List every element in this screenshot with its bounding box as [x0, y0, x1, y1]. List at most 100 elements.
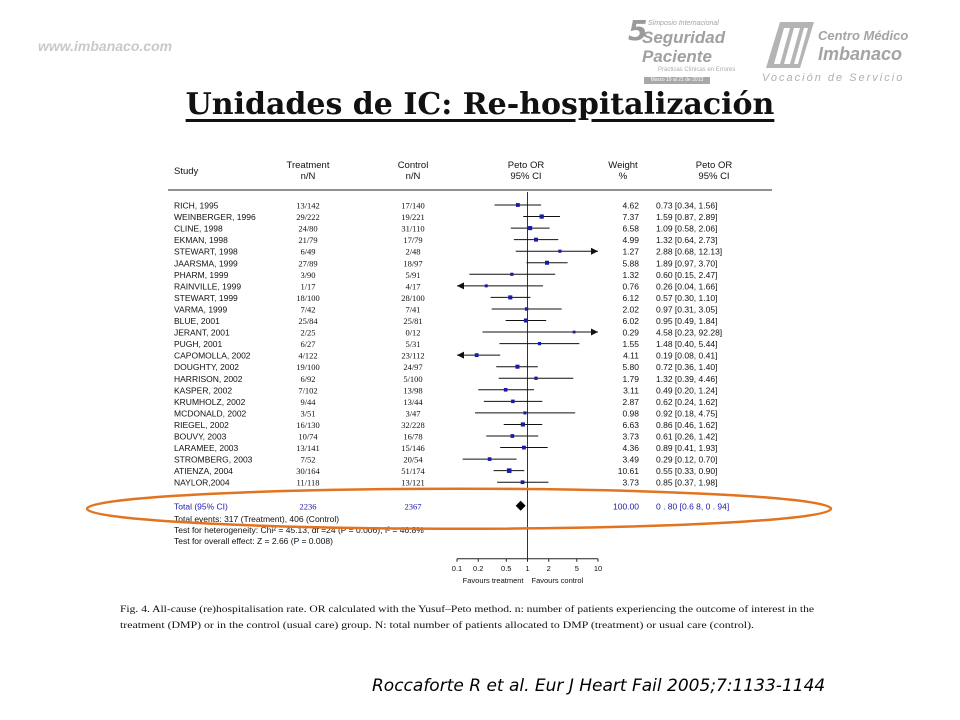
symposium-logo-icon: 5 Simposio Internacional Seguridad Pacie… — [628, 14, 736, 90]
total-diamond — [515, 500, 526, 511]
study-2-treatment: 29/222 — [296, 212, 320, 222]
header-weight-line2: % — [619, 171, 628, 182]
study-10-ci-text: 0.97 [0.31, 3.05] — [656, 304, 717, 314]
study-8-ci-arrow-left — [457, 282, 464, 290]
study-23-treatment: 7/52 — [300, 455, 315, 465]
header-peto-or-line1: Peto OR — [508, 160, 545, 171]
study-2-control: 19/221 — [401, 212, 425, 222]
study-6-weight: 5.88 — [622, 258, 639, 268]
total-ci-text: 0 . 80 [0.6 8, 0 . 94] — [656, 501, 729, 511]
study-7-marker — [510, 272, 514, 276]
study-20-control: 32/228 — [401, 420, 425, 430]
study-4-weight: 4.99 — [622, 235, 639, 245]
study-21-ci-text: 0.61 [0.26, 1.42] — [656, 432, 717, 442]
figure-caption-line-2: treatment (DMP) or in the control (usual… — [120, 620, 754, 631]
study-9-treatment: 18/100 — [296, 293, 320, 303]
study-6-marker — [544, 260, 550, 265]
highlight-ring — [85, 487, 833, 530]
study-10-name: VARMA, 1999 — [174, 304, 228, 314]
study-23-ci-text: 0.29 [0.12, 0.70] — [656, 455, 717, 465]
study-2-ci-text: 1.59 [0.87, 2.89] — [656, 212, 717, 222]
figure-caption-line-1: Fig. 4. All-cause (re)hospitalisation ra… — [120, 604, 814, 615]
study-1-ci-text: 0.73 [0.34, 1.56] — [656, 201, 717, 211]
study-7-weight: 1.32 — [622, 270, 639, 280]
imbanaco-name-line2: Imbanaco — [818, 44, 903, 64]
study-14-control: 23/112 — [401, 351, 424, 361]
study-14-treatment: 4/122 — [298, 351, 317, 361]
study-12-weight: 0.29 — [622, 328, 639, 338]
study-22-marker — [522, 445, 526, 450]
study-6-name: JAARSMA, 1999 — [174, 258, 238, 268]
study-8-marker — [484, 284, 488, 288]
study-4-ci-text: 1.32 [0.64, 2.73] — [656, 235, 717, 245]
study-24-name: ATIENZA, 2004 — [174, 466, 233, 476]
study-22-control: 15/146 — [401, 443, 425, 453]
study-25-treatment: 11/118 — [297, 478, 320, 488]
study-8-ci-text: 0.26 [0.04, 1.66] — [656, 281, 717, 291]
study-16-weight: 1.79 — [622, 374, 639, 384]
study-12-ci-text: 4.58 [0.23, 92.28] — [656, 328, 722, 338]
study-8-control: 4/17 — [405, 281, 420, 291]
study-20-marker — [520, 422, 525, 427]
study-12-control: 0/12 — [405, 328, 420, 338]
study-6-control: 18/97 — [403, 258, 422, 268]
study-22-treatment: 13/141 — [296, 443, 320, 453]
study-1-weight: 4.62 — [622, 201, 639, 211]
study-2-name: WEINBERGER, 1996 — [174, 212, 256, 222]
study-10-weight: 2.02 — [622, 304, 639, 314]
study-4-treatment: 21/79 — [298, 235, 317, 245]
study-1-marker — [515, 203, 520, 207]
study-25-marker — [520, 480, 525, 485]
study-21-marker — [510, 434, 515, 438]
study-16-ci-text: 1.32 [0.39, 4.46] — [656, 374, 717, 384]
study-12-name: JERANT, 2001 — [174, 328, 230, 338]
study-13-marker — [537, 341, 542, 346]
study-25-weight: 3.73 — [622, 478, 639, 488]
study-11-marker — [523, 318, 528, 323]
study-13-name: PUGH, 2001 — [174, 339, 222, 349]
study-12-marker — [572, 330, 576, 334]
study-21-name: BOUVY, 2003 — [174, 432, 227, 442]
study-17-control: 13/98 — [403, 385, 422, 395]
study-5-ci-text: 2.88 [0.68, 12.13] — [656, 247, 722, 257]
study-23-marker — [487, 457, 492, 461]
study-25-name: NAYLOR,2004 — [174, 478, 230, 488]
study-18-treatment: 9/44 — [300, 397, 316, 407]
study-13-ci-text: 1.48 [0.40, 5.44] — [656, 339, 717, 349]
study-3-ci-text: 1.09 [0.58, 2.06] — [656, 224, 717, 234]
study-21-control: 16/78 — [403, 432, 422, 442]
header-control-line2: n/N — [406, 171, 421, 182]
study-16-marker — [534, 376, 538, 380]
study-23-weight: 3.49 — [622, 455, 639, 465]
header-peto-or-line2: 95% CI — [510, 171, 541, 182]
study-2-marker — [539, 214, 544, 219]
study-7-name: PHARM, 1999 — [174, 270, 229, 280]
study-3-marker — [528, 226, 533, 231]
study-24-weight: 10.61 — [618, 466, 640, 476]
study-1-control: 17/140 — [401, 201, 425, 211]
study-9-control: 28/100 — [401, 293, 425, 303]
study-23-name: STROMBERG, 2003 — [174, 455, 253, 465]
study-11-name: BLUE, 2001 — [174, 316, 220, 326]
study-18-marker — [511, 399, 515, 404]
x-tick-label-2: 0.2 — [473, 564, 483, 573]
x-tick-label-4: 1 — [525, 564, 529, 573]
study-24-control: 51/174 — [401, 466, 425, 476]
study-23-control: 20/54 — [403, 455, 423, 465]
favours-control-label: Favours control — [532, 576, 584, 585]
study-18-weight: 2.87 — [622, 397, 639, 407]
study-1-name: RICH, 1995 — [174, 201, 219, 211]
study-14-name: CAPOMOLLA, 2002 — [174, 351, 251, 361]
study-11-control: 25/81 — [403, 316, 422, 326]
study-6-treatment: 27/89 — [298, 258, 317, 268]
symposium-date: Marzo 19 al 21 de 2013 — [644, 77, 710, 84]
study-9-name: STEWART, 1999 — [174, 293, 238, 303]
study-3-treatment: 24/80 — [298, 224, 317, 234]
x-tick-label-7: 10 — [594, 564, 602, 573]
imbanaco-name-line1: Centro Médico — [818, 28, 909, 43]
study-17-name: KASPER, 2002 — [174, 385, 232, 395]
study-19-weight: 0.98 — [622, 408, 639, 418]
study-8-name: RAINVILLE, 1999 — [174, 281, 241, 291]
study-24-treatment: 30/164 — [296, 466, 320, 476]
